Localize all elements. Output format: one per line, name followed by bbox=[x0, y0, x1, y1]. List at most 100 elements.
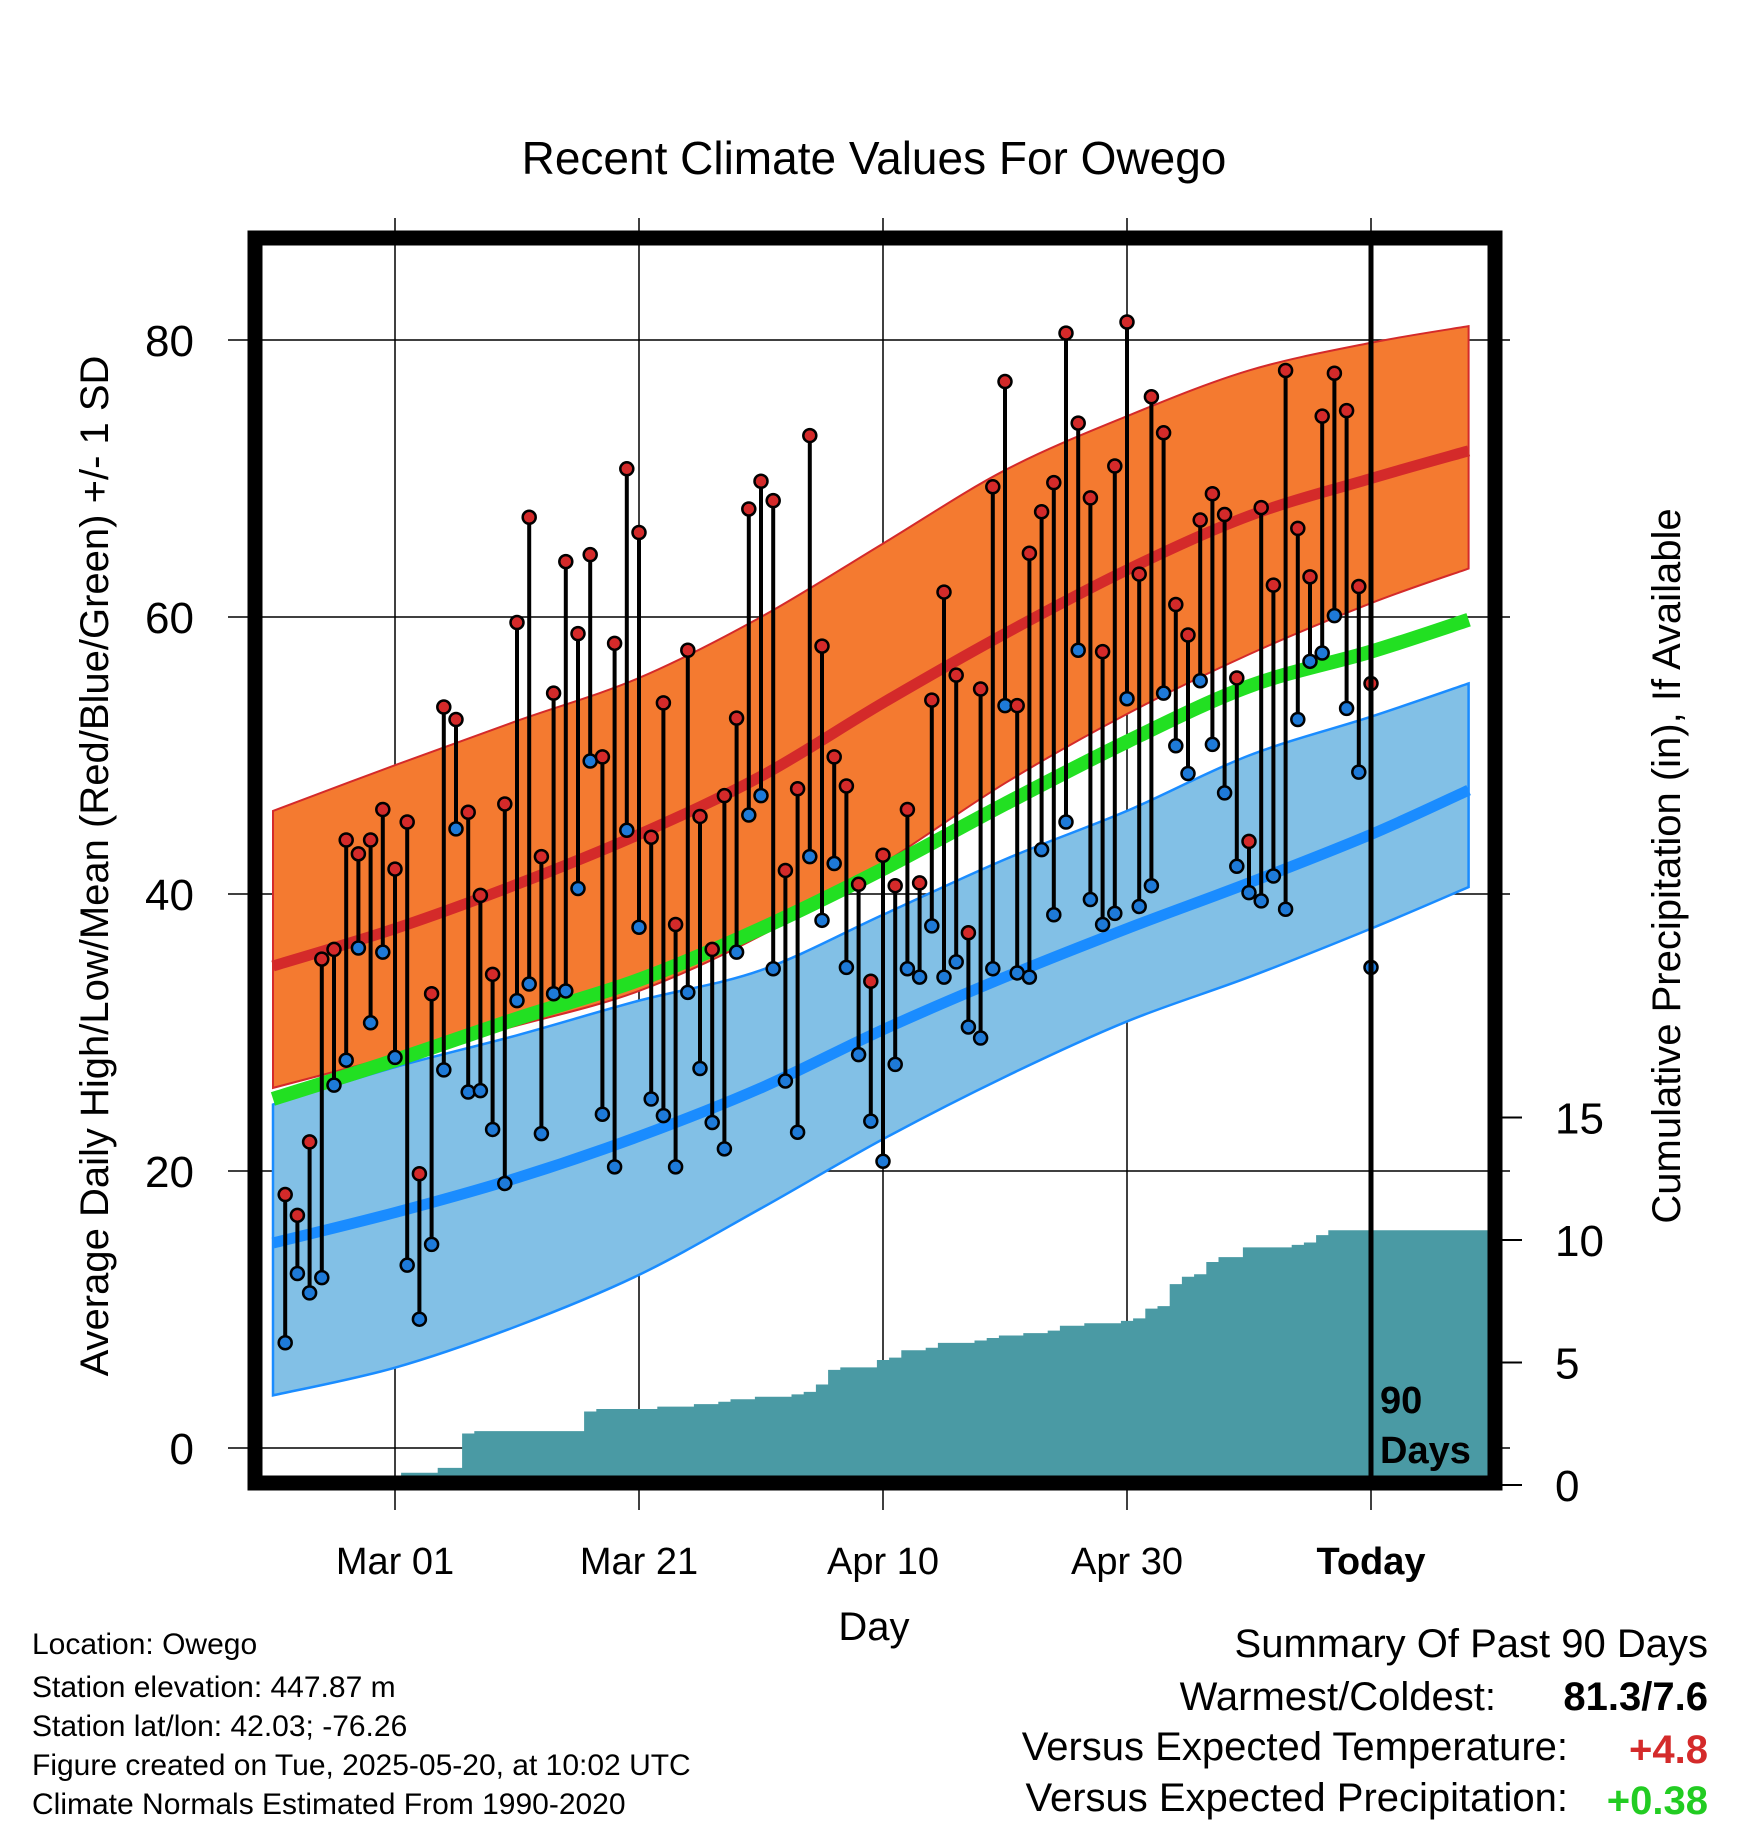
daily-high-point bbox=[741, 501, 757, 517]
daily-high-point bbox=[1131, 566, 1147, 582]
daily-low-point bbox=[1107, 905, 1123, 922]
daily-low-point bbox=[570, 880, 586, 897]
meta-normals: Climate Normals Estimated From 1990-2020 bbox=[32, 1788, 626, 1821]
daily-high-point bbox=[1082, 490, 1099, 506]
daily-low-point bbox=[765, 961, 781, 977]
y-right-tick-label: 15 bbox=[1555, 1095, 1604, 1144]
daily-high-point bbox=[497, 796, 513, 812]
summary-temp-label: Versus Expected Temperature: bbox=[1021, 1725, 1568, 1769]
summary-precip-value: +0.38 bbox=[1606, 1779, 1708, 1823]
daily-high-point bbox=[643, 829, 659, 845]
x-axis-label: Day bbox=[838, 1605, 909, 1649]
x-tick-label: Mar 21 bbox=[580, 1541, 698, 1583]
daily-high-point bbox=[533, 848, 550, 865]
daily-high-point bbox=[1192, 512, 1208, 528]
daily-high-point bbox=[802, 427, 818, 444]
daily-low-point bbox=[521, 976, 537, 992]
daily-low-point bbox=[1168, 738, 1184, 754]
y-axis-right-label: Cumulative Precipitation (in), If Availa… bbox=[1645, 508, 1689, 1223]
daily-low-point bbox=[899, 961, 916, 977]
daily-low-point bbox=[948, 954, 964, 970]
plot-frame bbox=[247, 230, 1503, 1491]
daily-high-point bbox=[289, 1207, 306, 1224]
daily-high-point bbox=[777, 862, 794, 879]
daily-high-point bbox=[997, 373, 1013, 390]
x-tick-label: Apr 10 bbox=[827, 1541, 939, 1583]
daily-high-point bbox=[1326, 365, 1343, 381]
daily-high-point bbox=[277, 1186, 293, 1203]
daily-low-point bbox=[411, 1311, 428, 1327]
chart-title: Recent Climate Values For Owego bbox=[522, 132, 1227, 184]
y-right-tick-label: 5 bbox=[1555, 1340, 1579, 1389]
daily-low-point bbox=[850, 1046, 867, 1063]
daily-low-point bbox=[716, 1141, 733, 1157]
daily-low-point bbox=[1094, 916, 1111, 933]
y-left-tick-label: 0 bbox=[170, 1425, 194, 1474]
daily-low-point bbox=[1180, 765, 1196, 782]
daily-low-point bbox=[936, 969, 952, 985]
daily-high-point bbox=[1265, 577, 1282, 593]
daily-low-point bbox=[1314, 645, 1330, 661]
daily-low-point bbox=[1155, 685, 1172, 701]
daily-low-point bbox=[753, 787, 769, 804]
daily-high-point bbox=[850, 876, 867, 893]
daily-low-point bbox=[375, 944, 391, 960]
daily-low-point bbox=[1021, 969, 1038, 985]
daily-high-point bbox=[1021, 545, 1038, 562]
today-marker-line1: 90 bbox=[1380, 1380, 1422, 1422]
daily-low-point bbox=[972, 1030, 989, 1046]
daily-high-point bbox=[814, 638, 830, 654]
daily-high-point bbox=[399, 814, 415, 830]
meta-location: Location: Owego bbox=[32, 1628, 258, 1661]
daily-low-point bbox=[289, 1265, 306, 1282]
plot-border bbox=[247, 230, 1503, 1491]
daily-high-point bbox=[667, 916, 684, 933]
daily-high-point bbox=[716, 787, 733, 804]
daily-low-point bbox=[960, 1019, 977, 1035]
y-axis-left-label: Average Daily High/Low/Mean (Red/Blue/Gr… bbox=[73, 356, 117, 1377]
daily-low-point bbox=[1204, 736, 1221, 753]
daily-low-point bbox=[1143, 877, 1160, 894]
daily-low-point bbox=[838, 959, 855, 976]
daily-high-point bbox=[436, 699, 452, 715]
daily-high-point bbox=[509, 614, 525, 631]
daily-high-point bbox=[484, 966, 501, 983]
daily-low-point bbox=[1326, 607, 1343, 624]
summary-title: Summary Of Past 90 Days bbox=[1234, 1622, 1708, 1666]
daily-low-point bbox=[1265, 868, 1282, 884]
daily-high-point bbox=[728, 710, 745, 726]
daily-high-point bbox=[1351, 578, 1367, 595]
daily-high-point bbox=[619, 461, 635, 477]
x-tick-label: Today bbox=[1316, 1541, 1425, 1583]
y-right-tick-label: 10 bbox=[1555, 1217, 1604, 1266]
daily-low-point bbox=[863, 1113, 879, 1129]
daily-high-point bbox=[1302, 569, 1318, 585]
daily-high-point bbox=[838, 778, 855, 794]
daily-low-point bbox=[509, 992, 525, 1009]
daily-high-point bbox=[960, 925, 977, 941]
daily-high-point bbox=[314, 951, 330, 967]
daily-high-point bbox=[1338, 402, 1355, 419]
daily-low-point bbox=[484, 1121, 501, 1138]
daily-high-point bbox=[1290, 520, 1306, 537]
daily-high-point bbox=[387, 861, 403, 877]
daily-low-point bbox=[692, 1060, 708, 1077]
daily-high-point bbox=[545, 685, 562, 701]
daily-low-point bbox=[631, 919, 647, 935]
daily-high-point bbox=[1046, 474, 1062, 491]
daily-high-point bbox=[460, 804, 476, 821]
daily-low-point bbox=[1290, 711, 1306, 728]
daily-high-point bbox=[594, 749, 611, 765]
daily-high-point bbox=[924, 692, 940, 708]
daily-high-point bbox=[1241, 833, 1257, 850]
daily-low-point bbox=[1046, 907, 1062, 923]
daily-high-point bbox=[423, 985, 440, 1002]
meta-created: Figure created on Tue, 2025-05-20, at 10… bbox=[32, 1749, 691, 1782]
x-tick-label: Apr 30 bbox=[1071, 1541, 1183, 1583]
daily-high-point bbox=[765, 492, 781, 509]
daily-low-point bbox=[326, 1077, 342, 1093]
daily-low-point bbox=[887, 1056, 903, 1073]
daily-low-point bbox=[814, 912, 830, 929]
daily-low-point bbox=[680, 984, 696, 1001]
daily-high-point bbox=[1204, 485, 1221, 502]
